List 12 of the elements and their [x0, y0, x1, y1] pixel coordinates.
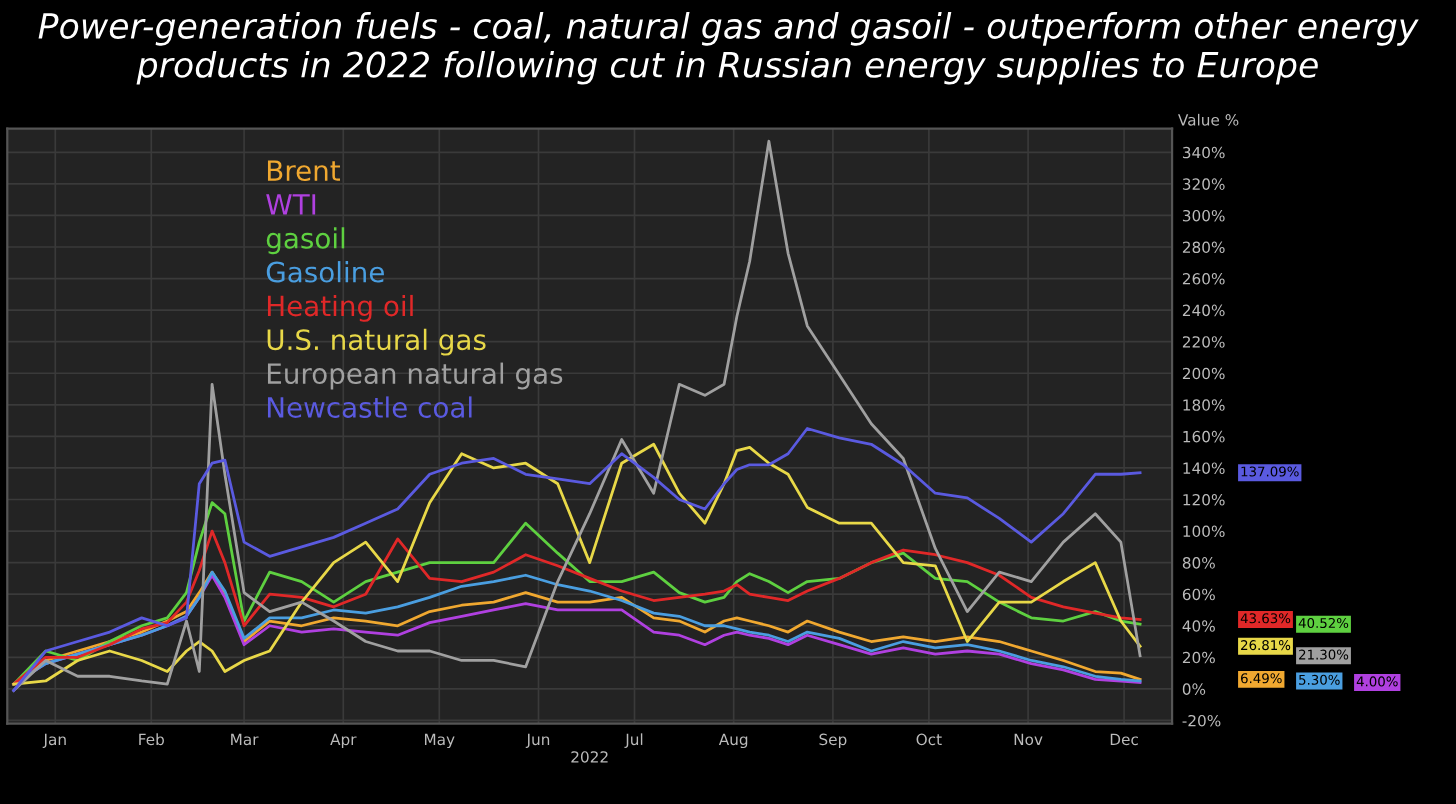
line-series	[12, 501, 1142, 686]
chart-title: Power-generation fuels - coal, natural gas and gasoil - outperform other energy products in 2022 following cut in Russian energy supplies to Europe	[38, 12, 1419, 85]
series-label: Newcastle coal	[267, 396, 472, 418]
text: WTI	[266, 194, 316, 215]
line-series	[12, 529, 1142, 686]
text: Brent	[267, 160, 341, 182]
text: gasoil	[266, 227, 345, 255]
series-label: European natural gas	[267, 362, 563, 390]
line-series	[12, 139, 1142, 692]
text: U.S. natural gas	[267, 328, 486, 356]
text: Gasoline	[266, 261, 384, 283]
text: Heating oil	[267, 294, 413, 322]
